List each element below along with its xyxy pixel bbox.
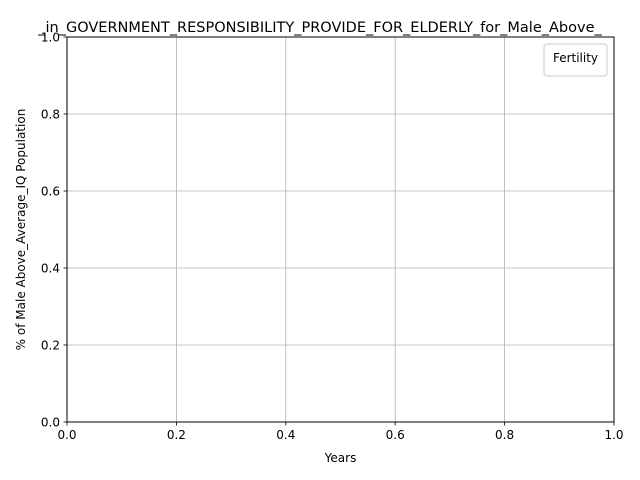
x-tick-label: 1.0 (604, 428, 623, 442)
y-tick-label: 0.4 (41, 261, 60, 275)
x-tick-label: 0.4 (276, 428, 295, 442)
chart-title: _in_GOVERNMENT_RESPONSIBILITY_PROVIDE_FO… (37, 20, 602, 36)
y-tick-label: 0.6 (41, 184, 60, 198)
x-tick-label: 0.6 (386, 428, 405, 442)
x-axis-label: Years (324, 451, 357, 465)
y-tick-label: 0.8 (41, 107, 60, 121)
plot-area-frame (66, 36, 615, 423)
x-tick-label: 0.8 (495, 428, 514, 442)
legend-title: Fertility (553, 51, 598, 65)
legend: Fertility (543, 43, 608, 77)
legend-box (543, 43, 608, 77)
x-tick-label: 0.0 (57, 428, 76, 442)
y-tick-label: 0.0 (41, 415, 60, 429)
y-tick-label: 0.2 (41, 338, 60, 352)
x-tick-label: 0.2 (167, 428, 186, 442)
y-axis: 0.0 0.2 0.4 0.6 0.8 1.0 (41, 30, 67, 429)
y-tick-label: 1.0 (41, 30, 60, 44)
y-axis-label: % of Male Above_Average_IQ Population (14, 109, 28, 351)
grid-lines (66, 36, 615, 423)
x-axis: 0.0 0.2 0.4 0.6 0.8 1.0 (57, 422, 624, 442)
